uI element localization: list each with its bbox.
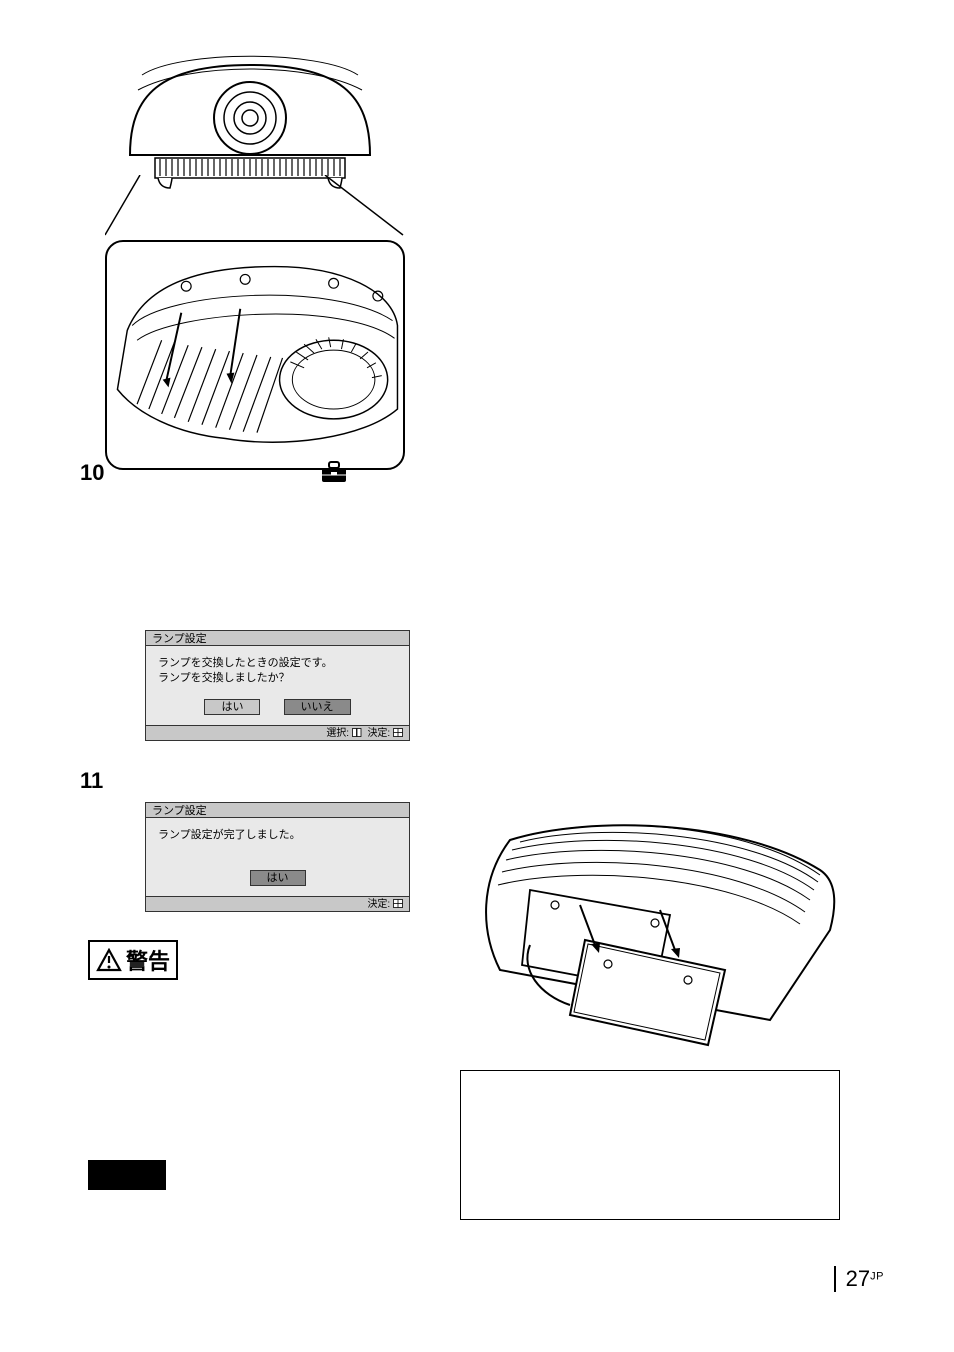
warning-label: 警告	[88, 940, 178, 980]
step-11-number: 11	[80, 768, 103, 794]
yes-button[interactable]: はい	[250, 870, 306, 886]
note-box	[460, 1070, 840, 1220]
dialog-body: ランプ設定が完了しました。	[146, 818, 409, 868]
lamp-settings-dialog-2: ランプ設定 ランプ設定が完了しました。 はい 決定:	[145, 802, 410, 912]
footer-select-label: 選択:	[326, 728, 349, 739]
footer-confirm-label: 決定:	[367, 899, 390, 910]
projector-bottom-zoom-illustration	[105, 240, 405, 470]
dialog-body: ランプを交換したときの設定です。 ランプを交換しましたか？	[146, 646, 409, 697]
dialog-buttons: はい	[146, 868, 409, 896]
warning-text: 警告	[126, 944, 170, 976]
page-number-value: 27	[846, 1266, 870, 1291]
manual-page: 10 ランプ設定 ランプを交換したときの設定です。 ランプを交換しましたか？ は…	[0, 0, 954, 1352]
page-number-suffix: JP	[870, 1271, 884, 1283]
filter-cover-illustration	[460, 820, 840, 1060]
dialog-text-line: ランプを交換したときの設定です。	[158, 656, 397, 671]
toolbox-icon	[320, 460, 348, 489]
yes-button[interactable]: はい	[204, 699, 260, 715]
lamp-settings-dialog-1: ランプ設定 ランプを交換したときの設定です。 ランプを交換しましたか？ はい い…	[145, 630, 410, 741]
black-label-bar	[88, 1160, 166, 1190]
no-button[interactable]: いいえ	[284, 699, 351, 715]
dialog-title: ランプ設定	[146, 631, 409, 646]
page-number-divider	[834, 1266, 836, 1292]
footer-confirm-label: 決定:	[367, 728, 390, 739]
dialog-footer: 選択: 決定:	[146, 725, 409, 740]
warning-triangle-icon	[96, 948, 122, 972]
dialog-text-line: ランプ設定が完了しました。	[158, 828, 397, 843]
dialog-buttons: はい いいえ	[146, 697, 409, 725]
dialog-footer: 決定:	[146, 896, 409, 911]
dialog-title: ランプ設定	[146, 803, 409, 818]
step-10-number: 10	[80, 460, 104, 486]
page-number: 27JP	[846, 1266, 884, 1292]
dialog-text-line: ランプを交換しましたか？	[158, 671, 397, 686]
